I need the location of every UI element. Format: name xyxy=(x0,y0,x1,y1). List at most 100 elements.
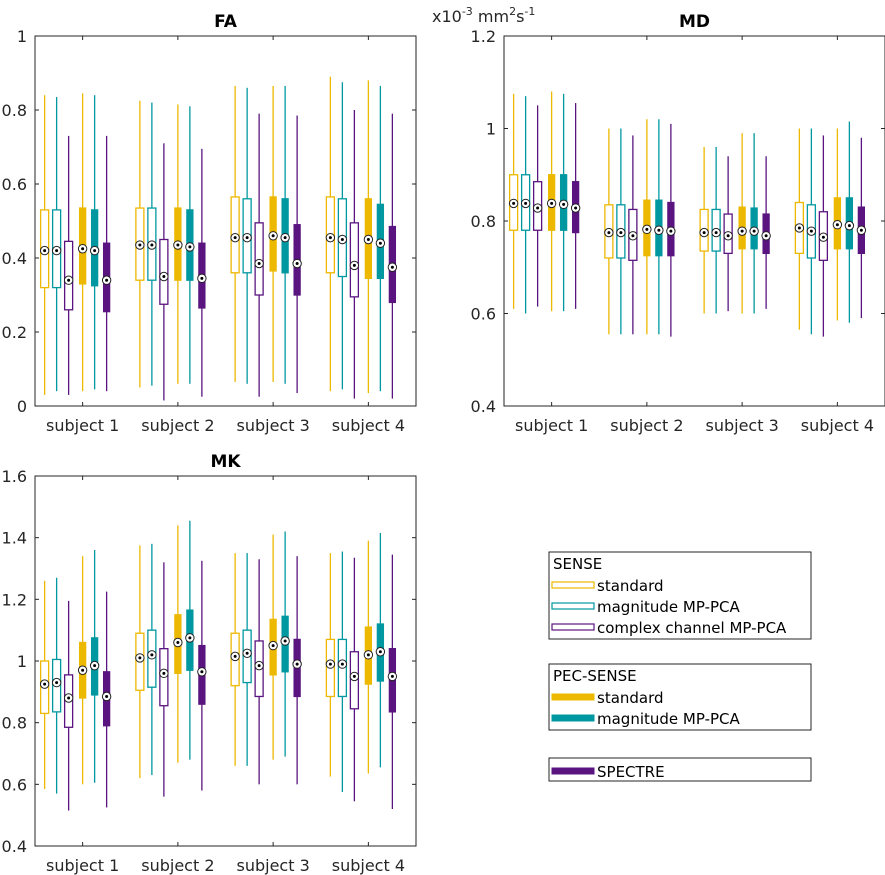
median-dot xyxy=(43,249,47,253)
box-standard-filled xyxy=(77,556,88,785)
box-magnitude-hollow xyxy=(337,551,348,793)
x-tick-label: subject 1 xyxy=(515,416,588,435)
y-tick-label: 1 xyxy=(17,27,27,46)
y-tick-label: 1.2 xyxy=(471,27,496,46)
box-standard-hollow xyxy=(135,545,145,779)
box-standard-filled xyxy=(173,104,183,384)
x-tick-label: subject 2 xyxy=(141,416,214,435)
box-complex-hollow xyxy=(349,110,360,399)
x-tick-label: subject 2 xyxy=(610,416,683,435)
box-magnitude-filled xyxy=(375,533,386,768)
y-tick-label: 1.4 xyxy=(2,529,27,548)
chart-mk: 0.4 0.6 0.8 1 1.2 1.4 1.6 subject 1 subject 2 sub… xyxy=(2,452,417,875)
median-dot xyxy=(233,654,237,658)
median-dot xyxy=(607,231,611,235)
chart-title: MD xyxy=(679,12,710,32)
box-standard-filled xyxy=(268,534,278,760)
median-dot xyxy=(55,681,59,685)
box-standard-hollow xyxy=(508,93,519,309)
median-dot xyxy=(847,224,851,228)
box-magnitude-filled xyxy=(844,121,855,323)
box-magnitude-filled xyxy=(89,95,100,390)
median-dot xyxy=(55,249,59,253)
box-complex-filled xyxy=(292,556,302,785)
box-complex-filled xyxy=(856,137,867,319)
median-dot xyxy=(340,662,344,666)
y-tick-label: 1 xyxy=(486,120,496,139)
chart-fa: 0 0.2 0.4 0.6 0.8 1 subject 1 subject 2 subject … xyxy=(2,12,417,435)
box-magnitude-hollow xyxy=(337,82,348,390)
median-dot xyxy=(150,243,154,247)
median-dot xyxy=(257,664,261,668)
legend-swatch xyxy=(551,581,595,589)
median-dot xyxy=(188,245,192,249)
x-tick-label: subject 1 xyxy=(46,416,119,435)
box-magnitude-hollow xyxy=(242,553,252,766)
median-dot xyxy=(669,229,673,233)
box-magnitude-filled xyxy=(749,133,759,314)
median-dot xyxy=(752,229,756,233)
median-dot xyxy=(245,651,249,655)
x-tick-label: subject 2 xyxy=(141,856,214,875)
legend-spectre: SPECTRE xyxy=(548,757,812,782)
median-dot xyxy=(138,656,142,660)
median-dot xyxy=(67,696,71,700)
legend-label: magnitude MP-PCA xyxy=(597,598,740,616)
median-dot xyxy=(764,234,768,238)
box-magnitude-hollow xyxy=(147,102,157,386)
box-standard-hollow xyxy=(325,553,336,777)
legend-title: PEC-SENSE xyxy=(553,667,637,685)
legend-swatch xyxy=(551,714,595,722)
x-tick-label: subject 3 xyxy=(236,856,309,875)
box-magnitude-hollow xyxy=(711,147,721,314)
box-standard-filled xyxy=(77,93,88,392)
y-tick-label: 1.6 xyxy=(2,467,27,486)
y-tick-label: 0.4 xyxy=(2,837,27,856)
median-dot xyxy=(271,234,275,238)
x-tick-label: subject 3 xyxy=(236,416,309,435)
median-dot xyxy=(821,235,825,239)
median-dot xyxy=(809,229,813,233)
chart-md: 0.4 0.6 0.8 1 1.2 subject 1 subject 2 subject 3… xyxy=(432,5,885,435)
median-dot xyxy=(835,223,839,227)
box-complex-filled xyxy=(101,135,112,392)
x-tick-label: subject 3 xyxy=(705,416,778,435)
box-standard-hollow xyxy=(135,100,145,388)
x-tick-label: subject 4 xyxy=(332,856,405,875)
median-dot xyxy=(93,249,97,253)
median-dot xyxy=(200,276,204,280)
box-complex-filled xyxy=(387,113,398,399)
box-standard-filled xyxy=(363,540,374,774)
median-dot xyxy=(390,674,394,678)
box-standard-filled xyxy=(737,133,747,314)
median-dot xyxy=(188,636,192,640)
box-complex-filled xyxy=(570,103,581,309)
box-complex-filled xyxy=(292,115,302,394)
median-dot xyxy=(200,670,204,674)
x-tick-label: subject 4 xyxy=(801,416,874,435)
y-tick-label: 0.6 xyxy=(2,175,27,194)
box-magnitude-hollow xyxy=(51,97,62,392)
median-dot xyxy=(726,234,730,238)
box-complex-hollow xyxy=(63,600,74,811)
box-magnitude-filled xyxy=(558,93,569,312)
legend-sense: SENSE standard magnitude MP-PCA complex cha… xyxy=(548,551,812,640)
median-dot xyxy=(714,231,718,235)
legend-label: complex channel MP-PCA xyxy=(597,619,787,637)
median-dot xyxy=(105,278,109,282)
box-standard-hollow xyxy=(230,85,240,382)
legend-swatch xyxy=(551,693,595,701)
median-dot xyxy=(378,650,382,654)
legend-swatch xyxy=(551,623,595,631)
box-standard-filled xyxy=(832,128,843,321)
box-magnitude-filled xyxy=(280,85,290,384)
box-magnitude-hollow xyxy=(147,543,157,776)
y-tick-label: 0.8 xyxy=(471,212,496,231)
box-magnitude-filled xyxy=(185,520,195,760)
box-magnitude-hollow xyxy=(806,128,817,335)
median-dot xyxy=(536,206,540,210)
unit-label: x10-3 mm2s-1 xyxy=(432,5,535,26)
plot-area xyxy=(34,35,417,407)
median-dot xyxy=(366,238,370,241)
